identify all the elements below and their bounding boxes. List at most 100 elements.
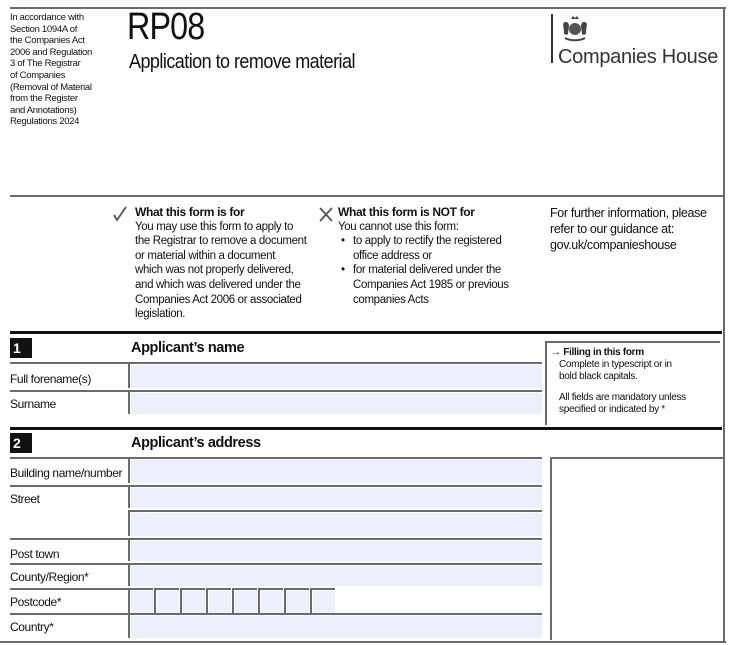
surname-field (128, 390, 542, 414)
forename-field (128, 362, 542, 388)
post-town-label: Post town (10, 538, 128, 562)
postcode-box (232, 588, 257, 613)
guidance-line: All fields are mandatory unless (559, 392, 686, 403)
street-label: Street (10, 485, 128, 537)
section-title: Applicant’s name (131, 340, 245, 356)
form-not-for-heading: What this form is NOT for (338, 205, 475, 219)
form-title: Application to remove material (129, 51, 355, 73)
bullet-line: Companies Act 1985 or previous (353, 278, 509, 291)
form-purpose-line: and which was delivered under the (135, 278, 301, 291)
surname-label-text: Surname (10, 397, 56, 411)
legal-note-line: 2006 and Regulation (10, 46, 92, 58)
street-input-1[interactable] (131, 488, 542, 508)
legal-note-line: the Companies Act (10, 35, 85, 47)
further-info-line: For further information, please (550, 206, 707, 220)
forename-label: Full forename(s) (10, 362, 128, 388)
guidance-heading: → Filling in this form (551, 347, 720, 359)
form-purpose-line: You may use this form to apply to (135, 220, 294, 233)
postcode-label-text: Postcode* (10, 595, 62, 609)
street-label-text: Street (10, 492, 40, 506)
section-number: 2 (10, 433, 32, 453)
country-input[interactable] (131, 616, 542, 638)
surname-input[interactable] (131, 393, 542, 414)
county-field (128, 563, 542, 586)
postcode-box (180, 588, 205, 613)
form-purpose: What this form is for You may use this f… (135, 205, 307, 322)
royal-crest-icon (563, 16, 587, 42)
postcode-char-input[interactable] (131, 591, 153, 613)
bottom-rule (0, 641, 726, 643)
arrow-icon: → (551, 347, 564, 358)
legal-note-line: (Removal of Material (10, 81, 92, 93)
postcode-box (206, 588, 231, 613)
post-town-input[interactable] (131, 541, 542, 561)
country-label-text: Country* (10, 620, 54, 634)
bullet-line: for material delivered under the (353, 264, 501, 277)
street-field-1 (128, 485, 542, 508)
legal-note-line: Regulations 2024 (10, 116, 80, 128)
form-purpose-line: Companies Act 2006 or associated (135, 293, 302, 306)
postcode-char-input[interactable] (235, 591, 257, 613)
legal-note-line: and Annotations) (10, 104, 77, 116)
guidance-line: Complete in typescript or in (559, 359, 672, 370)
postcode-char-input[interactable] (157, 591, 179, 613)
bullet-line: companies Acts (353, 293, 429, 306)
postcode-char-input[interactable] (183, 591, 205, 613)
postcode-char-input[interactable] (261, 591, 283, 613)
county-input[interactable] (131, 566, 542, 586)
bullet-line: to apply to rectify the registered (353, 235, 502, 248)
postcode-box (154, 588, 179, 613)
guidance-line: specified or indicated by * (559, 404, 665, 415)
street-input-2[interactable] (131, 513, 542, 536)
country-field (128, 613, 542, 638)
building-label-text: Building name/number (10, 466, 123, 480)
surname-label: Surname (10, 390, 128, 414)
building-label: Building name/number (10, 457, 128, 483)
form-not-for-intro: You cannot use this form: (338, 220, 459, 233)
legal-note-line: 3 of The Registrar (10, 58, 81, 70)
street-field-2 (128, 510, 542, 536)
county-label: County/Region* (10, 563, 128, 587)
legal-note-line: from the Register (10, 93, 78, 105)
form-purpose-heading: What this form is for (135, 205, 245, 219)
header-rule (10, 195, 724, 197)
building-input[interactable] (131, 460, 542, 483)
form-purpose-line: the Registrar to remove a document (135, 235, 307, 248)
post-town-field (128, 538, 542, 561)
legal-note-line: of Companies (10, 69, 66, 81)
top-rule (10, 7, 726, 9)
form-not-for: What this form is NOT for You cannot use… (338, 205, 509, 307)
right-rule (723, 7, 725, 643)
logo-divider (551, 14, 553, 63)
forename-label-text: Full forename(s) (10, 372, 91, 386)
brand-name: Companies House (558, 46, 719, 68)
postcode-box (128, 588, 153, 613)
country-label: Country* (10, 613, 128, 638)
guidance-link[interactable]: gov.uk/companieshouse (550, 238, 677, 252)
form-purpose-line: which was not properly delivered, (135, 264, 294, 277)
forename-input[interactable] (131, 365, 542, 388)
building-field (128, 457, 542, 483)
legal-note-line: Section 1094A of (10, 23, 78, 35)
side-note-box (550, 457, 724, 640)
form-purpose-line: or material within a document (135, 249, 276, 262)
bullet-line: office address or (353, 249, 432, 262)
section-bar (10, 427, 722, 430)
county-label-text: County/Region* (10, 570, 89, 584)
bullet-item: for material delivered under the Compani… (338, 263, 509, 307)
postcode-char-input[interactable] (287, 591, 309, 613)
cross-icon (319, 207, 333, 222)
postcode-box (284, 588, 309, 613)
postcode-char-input[interactable] (209, 591, 231, 613)
legal-note: In accordance with Section 1094A of the … (10, 12, 92, 128)
form-purpose-line: legislation. (135, 308, 186, 321)
guidance-line: bold black capitals. (559, 371, 638, 382)
form-code: RP08 (127, 6, 205, 48)
section-bar (10, 331, 722, 334)
further-info-line: refer to our guidance at: (550, 222, 674, 236)
postcode-char-input[interactable] (313, 591, 335, 613)
guidance-box: → Filling in this form Complete in types… (545, 341, 720, 425)
bullet-item: to apply to rectify the registered offic… (338, 234, 509, 263)
legal-note-line: In accordance with (10, 12, 84, 23)
